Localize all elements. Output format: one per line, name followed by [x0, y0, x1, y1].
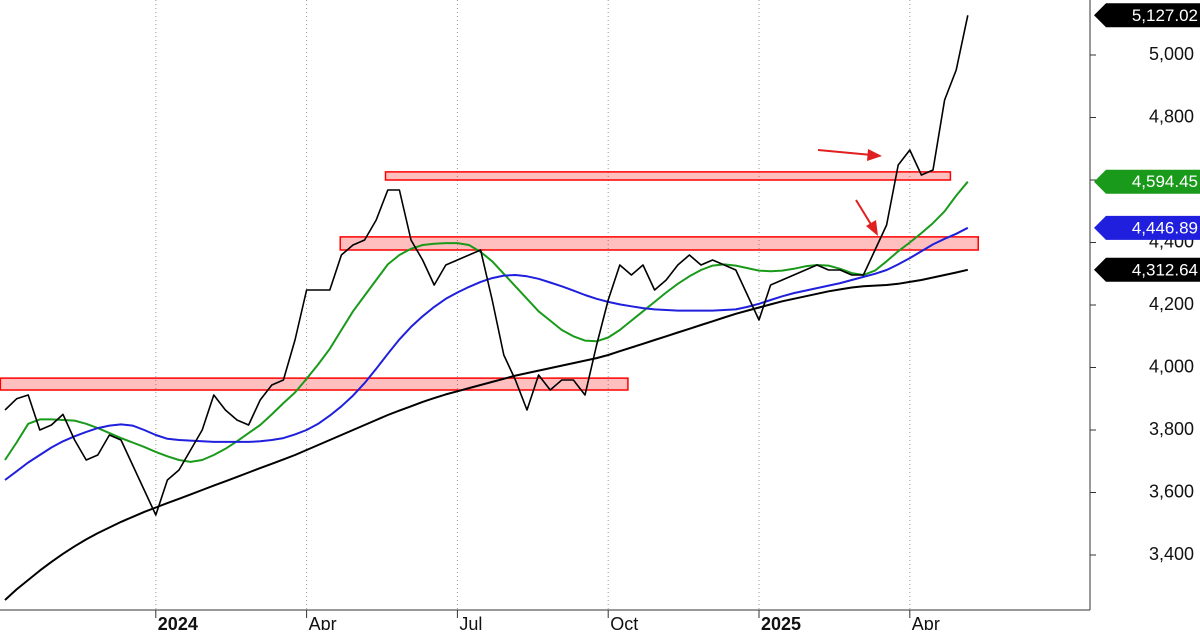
- arrow-head: [867, 149, 882, 161]
- last-value-box: [1094, 3, 1200, 28]
- resistance-zone: [384, 171, 952, 181]
- last-value-text: 4,594.45: [1132, 172, 1198, 191]
- y-tick-label: 3,800: [1149, 419, 1194, 439]
- y-tick-label: 3,600: [1149, 481, 1194, 501]
- last-value-text: 4,446.89: [1132, 218, 1198, 237]
- last-value-label: 4,312.64: [1094, 257, 1200, 282]
- y-tick-label: 4,200: [1149, 294, 1194, 314]
- arrow-head: [866, 220, 878, 236]
- y-tick-label: 4,000: [1149, 356, 1194, 376]
- x-tick-label: 2024: [158, 614, 198, 630]
- y-tick-label: 3,400: [1149, 544, 1194, 564]
- x-tick-label: 2025: [761, 614, 801, 630]
- last-value-label: 4,446.89: [1094, 215, 1200, 240]
- x-tick-label: Oct: [610, 614, 638, 630]
- last-value-label: 5,127.02: [1094, 3, 1200, 28]
- series-line: [4, 15, 969, 516]
- last-value-text: 4,312.64: [1132, 260, 1198, 279]
- series-line: [4, 268, 969, 601]
- last-value-box: [1094, 169, 1200, 194]
- arrow: [817, 149, 873, 156]
- last-value-box: [1094, 257, 1200, 282]
- last-value-label: 4,594.45: [1094, 169, 1200, 194]
- annotation-arrows: [817, 149, 882, 236]
- x-tick-label: Jul: [459, 614, 482, 630]
- resistance-zone: [339, 236, 979, 251]
- y-tick-label: 4,800: [1149, 106, 1194, 126]
- series-line: [4, 181, 969, 463]
- x-tick-label: Apr: [309, 614, 337, 630]
- resistance-zone: [0, 377, 629, 391]
- plot-layer: [0, 0, 979, 618]
- x-tick-label: Apr: [912, 614, 940, 630]
- last-value-text: 5,127.02: [1132, 6, 1198, 25]
- y-tick-label: 5,000: [1149, 44, 1194, 64]
- arrow: [855, 199, 873, 227]
- last-value-box: [1094, 215, 1200, 240]
- series-line: [4, 226, 969, 481]
